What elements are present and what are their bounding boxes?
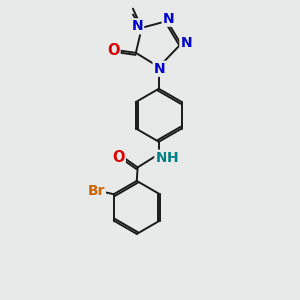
Text: N: N <box>163 12 174 26</box>
Text: O: O <box>112 150 125 165</box>
Text: Br: Br <box>87 184 105 198</box>
Text: O: O <box>107 43 119 58</box>
Text: H: H <box>167 151 179 165</box>
Text: N: N <box>180 36 192 50</box>
Text: N: N <box>131 19 143 33</box>
Text: N: N <box>154 62 165 76</box>
Text: N: N <box>155 151 167 165</box>
